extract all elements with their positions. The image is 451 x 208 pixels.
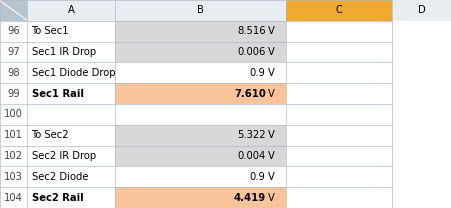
Text: Sec1 Diode Drop: Sec1 Diode Drop xyxy=(32,68,115,78)
Bar xyxy=(115,146,286,166)
Bar xyxy=(115,0,286,21)
Bar xyxy=(0,187,27,208)
Text: A: A xyxy=(68,5,74,15)
Bar xyxy=(27,166,115,187)
Bar xyxy=(0,146,27,166)
Bar xyxy=(392,0,451,21)
Bar xyxy=(0,62,27,83)
Bar xyxy=(27,62,115,83)
Text: 100: 100 xyxy=(4,109,23,119)
Bar xyxy=(286,42,392,62)
Text: Sec2 IR Drop: Sec2 IR Drop xyxy=(32,151,96,161)
Bar xyxy=(27,0,115,21)
Bar xyxy=(27,83,115,104)
Bar xyxy=(286,62,392,83)
Text: 97: 97 xyxy=(7,47,20,57)
Text: V: V xyxy=(267,193,274,203)
Bar xyxy=(0,83,27,104)
Bar xyxy=(286,166,392,187)
Text: 5.322: 5.322 xyxy=(237,130,266,140)
Text: 101: 101 xyxy=(4,130,23,140)
Bar xyxy=(27,42,115,62)
Text: B: B xyxy=(197,5,204,15)
Text: 4.419: 4.419 xyxy=(234,193,266,203)
Bar xyxy=(115,166,286,187)
Text: V: V xyxy=(267,26,274,36)
Text: 98: 98 xyxy=(7,68,20,78)
Bar xyxy=(286,83,392,104)
Text: V: V xyxy=(267,172,274,182)
Bar xyxy=(286,21,392,42)
Text: V: V xyxy=(267,68,274,78)
Text: V: V xyxy=(267,47,274,57)
Bar xyxy=(27,146,115,166)
Bar xyxy=(0,0,27,21)
Bar xyxy=(286,0,392,21)
Bar xyxy=(286,125,392,146)
Bar xyxy=(286,146,392,166)
Text: 99: 99 xyxy=(7,89,20,99)
Text: 96: 96 xyxy=(7,26,20,36)
Bar xyxy=(27,104,115,125)
Bar xyxy=(0,104,27,125)
Text: 0.004: 0.004 xyxy=(237,151,266,161)
Bar xyxy=(0,166,27,187)
Text: Sec1 Rail: Sec1 Rail xyxy=(32,89,83,99)
Bar xyxy=(27,125,115,146)
Text: To Sec1: To Sec1 xyxy=(32,26,69,36)
Text: Sec2 Rail: Sec2 Rail xyxy=(32,193,83,203)
Text: V: V xyxy=(267,130,274,140)
Text: 102: 102 xyxy=(4,151,23,161)
Text: 0.006: 0.006 xyxy=(237,47,266,57)
Text: V: V xyxy=(267,89,274,99)
Bar xyxy=(0,21,27,42)
Text: Sec2 Diode: Sec2 Diode xyxy=(32,172,88,182)
Text: To Sec2: To Sec2 xyxy=(32,130,69,140)
Text: Sec1 IR Drop: Sec1 IR Drop xyxy=(32,47,96,57)
Bar xyxy=(27,21,115,42)
Bar xyxy=(115,21,286,42)
Bar xyxy=(115,104,286,125)
Text: 7.610: 7.610 xyxy=(234,89,266,99)
Text: 103: 103 xyxy=(4,172,23,182)
Text: D: D xyxy=(418,5,426,15)
Text: 104: 104 xyxy=(4,193,23,203)
Bar xyxy=(115,42,286,62)
Bar xyxy=(115,125,286,146)
Text: C: C xyxy=(336,5,343,15)
Text: 0.9: 0.9 xyxy=(250,172,266,182)
Text: 8.516: 8.516 xyxy=(237,26,266,36)
Bar xyxy=(0,42,27,62)
Bar xyxy=(115,83,286,104)
Text: 0.9: 0.9 xyxy=(250,68,266,78)
Text: V: V xyxy=(267,151,274,161)
Bar xyxy=(286,187,392,208)
Bar xyxy=(0,125,27,146)
Bar xyxy=(115,62,286,83)
Bar xyxy=(286,104,392,125)
Bar xyxy=(115,187,286,208)
Bar xyxy=(27,187,115,208)
